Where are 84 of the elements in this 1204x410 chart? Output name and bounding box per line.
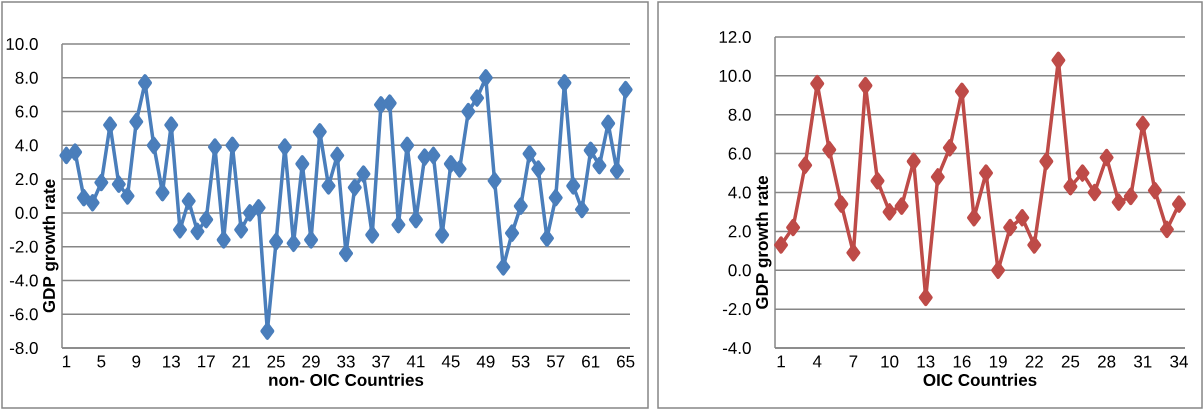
y-tick-label: 4.0 bbox=[728, 186, 751, 199]
point bbox=[1111, 193, 1126, 211]
y-tick-label: 4.0 bbox=[15, 139, 38, 152]
point bbox=[798, 156, 813, 175]
x-tick-label: 34 bbox=[1170, 355, 1188, 368]
point bbox=[1027, 236, 1042, 254]
point bbox=[918, 288, 933, 307]
point bbox=[1123, 187, 1138, 206]
x-tick-label: 53 bbox=[511, 355, 530, 368]
x-tick-label: 5 bbox=[97, 355, 106, 368]
x-tick-label: 16 bbox=[953, 355, 971, 368]
x-tick-label: 65 bbox=[617, 355, 635, 368]
y-tick-label: 12.0 bbox=[719, 30, 751, 44]
x-tick-label: 7 bbox=[849, 355, 858, 368]
point bbox=[979, 164, 994, 182]
x-tick-label: 28 bbox=[1098, 355, 1116, 368]
point bbox=[774, 236, 789, 254]
x-tick-label: 1 bbox=[777, 355, 785, 368]
y-tick-label: -4.0 bbox=[722, 341, 751, 355]
x-tick-label: 37 bbox=[372, 355, 390, 368]
x-tick-label: 21 bbox=[232, 355, 250, 368]
y-tick-label: 6.0 bbox=[728, 147, 751, 160]
point bbox=[810, 74, 825, 93]
point bbox=[894, 197, 909, 215]
y-tick-label: 0.0 bbox=[728, 264, 751, 277]
point bbox=[1099, 148, 1114, 167]
x-tick-label: 10 bbox=[881, 355, 899, 368]
y-axis-title: GDP growth rate bbox=[755, 176, 772, 309]
point bbox=[882, 203, 897, 221]
point bbox=[1159, 220, 1174, 239]
point bbox=[858, 76, 873, 95]
y-tick-label: -2.0 bbox=[9, 240, 38, 253]
point bbox=[991, 261, 1006, 279]
point bbox=[1075, 164, 1090, 182]
point bbox=[1039, 152, 1054, 171]
point bbox=[1147, 181, 1162, 200]
x-tick-label: 22 bbox=[1025, 355, 1043, 368]
x-tick-label: 19 bbox=[989, 355, 1007, 368]
point bbox=[870, 172, 885, 190]
y-tick-label: 10.0 bbox=[719, 69, 751, 82]
x-tick-label: 13 bbox=[917, 355, 935, 368]
y-tick-label: 0.0 bbox=[15, 206, 38, 219]
point bbox=[1015, 209, 1030, 227]
x-tick-label: 25 bbox=[267, 355, 285, 368]
point bbox=[1063, 177, 1078, 196]
y-tick-label: -4.0 bbox=[9, 274, 38, 287]
x-tick-label: 1 bbox=[62, 355, 71, 368]
x-tick-label: 4 bbox=[812, 355, 822, 368]
x-tick-label: 45 bbox=[441, 355, 460, 368]
x-axis-title: OIC Countries bbox=[923, 373, 1037, 387]
point bbox=[786, 218, 801, 237]
x-axis-title: non- OIC Countries bbox=[269, 373, 424, 387]
y-tick-label: 2.0 bbox=[15, 173, 38, 186]
y-tick-label: -8.0 bbox=[9, 341, 38, 355]
x-tick-label: 61 bbox=[582, 355, 600, 368]
y-tick-label: 10.0 bbox=[6, 37, 38, 51]
x-tick-label: 57 bbox=[546, 355, 565, 368]
point bbox=[966, 209, 981, 227]
y-tick-label: 8.0 bbox=[728, 108, 751, 121]
point bbox=[942, 139, 957, 157]
point bbox=[822, 140, 837, 159]
x-tick-label: 29 bbox=[302, 355, 320, 368]
point bbox=[1171, 195, 1186, 213]
point bbox=[930, 168, 945, 186]
y-tick-label: 6.0 bbox=[15, 105, 38, 118]
point bbox=[1051, 51, 1066, 70]
y-axis-title: GDP growth rate bbox=[42, 179, 59, 313]
x-tick-label: 31 bbox=[1133, 355, 1152, 368]
y-tick-label: -2.0 bbox=[722, 303, 751, 316]
point bbox=[1087, 183, 1102, 202]
x-tick-label: 17 bbox=[198, 355, 215, 368]
x-tick-label: 41 bbox=[406, 355, 425, 368]
x-tick-label: 49 bbox=[476, 355, 495, 368]
point bbox=[954, 82, 969, 101]
point bbox=[834, 195, 849, 213]
y-tick-label: 8.0 bbox=[15, 71, 38, 84]
y-tick-label: 2.0 bbox=[728, 225, 751, 238]
point bbox=[1003, 218, 1018, 237]
y-tick-label: -6.0 bbox=[9, 308, 38, 321]
x-tick-label: 25 bbox=[1061, 355, 1080, 368]
x-tick-label: 9 bbox=[132, 355, 141, 368]
x-tick-label: 13 bbox=[163, 355, 180, 368]
x-tick-label: 33 bbox=[337, 355, 355, 368]
point bbox=[846, 244, 861, 262]
